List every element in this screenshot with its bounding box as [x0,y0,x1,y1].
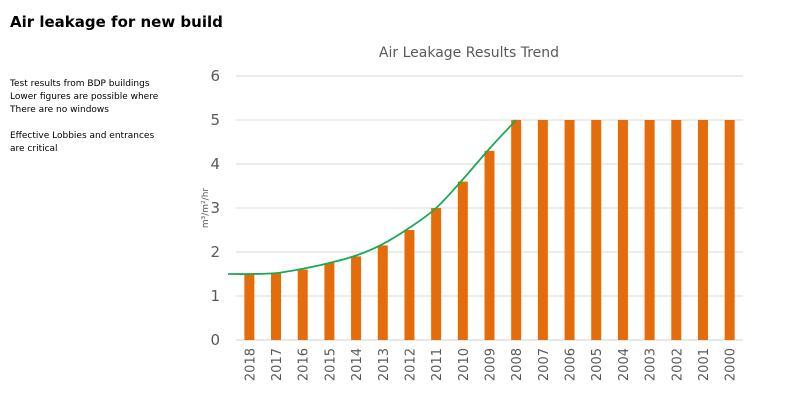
bar-2009 [484,150,495,340]
notes-paragraph-2: Effective Lobbies and entrances are crit… [10,130,158,156]
x-tick-label: 2017 [270,348,285,381]
y-tick-label: 4 [210,155,220,173]
x-tick-label: 2009 [484,348,499,381]
note-line: are critical [10,144,58,154]
bar-2008 [511,120,522,340]
bar-2013 [377,245,388,340]
bar-2000 [724,120,735,340]
bar-2003 [644,120,655,340]
x-tick-label: 2013 [377,348,392,381]
trend-line [227,119,517,275]
bar-2007 [537,120,548,340]
x-tick-label: 2012 [403,348,418,381]
notes: Test results from BDP buildings Lower fi… [10,78,158,169]
x-tick-label: 2004 [617,348,632,381]
y-tick-label: 0 [210,331,220,349]
bar-2017 [271,273,282,340]
bar-2010 [457,181,468,340]
x-tick-label: 2018 [243,348,258,381]
x-tick-label: 2016 [297,348,312,381]
bar-2005 [591,120,602,340]
page-title: Air leakage for new build [10,13,223,31]
bar-2001 [697,120,708,340]
x-tick-label: 2008 [510,348,525,381]
bar-2014 [351,256,362,340]
y-tick-label: 1 [210,287,220,305]
note-line: Lower figures are possible where [10,92,159,102]
note-line: Effective Lobbies and entrances [10,131,155,141]
bar-2016 [297,269,308,340]
bar-2006 [564,120,575,340]
y-axis-label: m³/m²/hr [201,188,211,229]
bar-2011 [431,208,442,340]
bar-2018 [244,274,255,340]
y-tick-label: 3 [210,199,220,217]
x-tick-label: 2000 [724,348,739,381]
x-tick-label: 2007 [537,348,552,381]
bar-2002 [671,120,682,340]
bar-2012 [404,230,415,340]
note-line: There are no windows [10,105,109,115]
bar-2004 [617,120,628,340]
chart-title: Air Leakage Results Trend [379,45,559,61]
x-tick-label: 2001 [697,348,712,381]
y-tick-label: 2 [210,243,220,261]
notes-paragraph-1: Test results from BDP buildings Lower fi… [10,78,158,117]
x-tick-label: 2011 [430,348,445,381]
x-tick-label: 2015 [323,348,338,381]
y-tick-label: 6 [210,67,220,85]
x-tick-label: 2005 [590,348,605,381]
note-line: Test results from BDP buildings [10,79,150,89]
x-tick-label: 2010 [457,348,472,381]
bar-2015 [324,263,335,340]
x-tick-label: 2002 [670,348,685,381]
x-tick-label: 2003 [644,348,659,381]
x-tick-label: 2006 [564,348,579,381]
x-tick-label: 2014 [350,348,365,381]
y-tick-label: 5 [210,111,220,129]
